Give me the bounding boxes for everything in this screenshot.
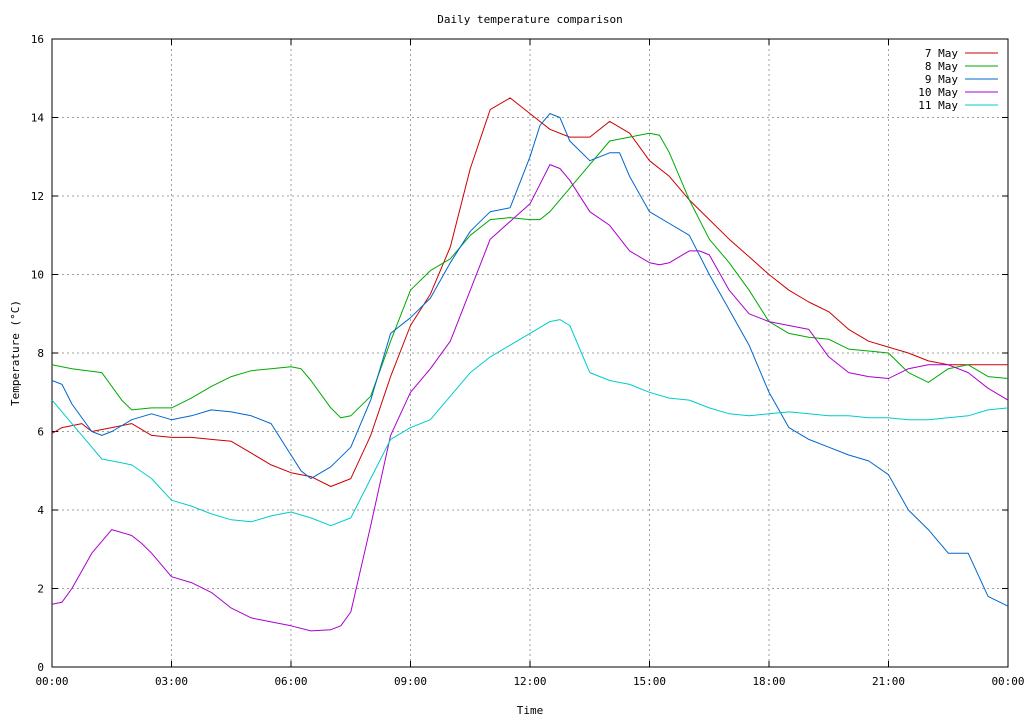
y-tick-label: 10 <box>31 269 44 282</box>
y-tick-label: 2 <box>37 583 44 596</box>
y-tick-label: 16 <box>31 33 44 46</box>
series-line <box>51 97 1008 487</box>
x-tick-label: 00:00 <box>991 675 1024 688</box>
legend-label: 8 May <box>925 60 958 73</box>
x-tick-label: 00:00 <box>35 675 68 688</box>
y-tick-label: 4 <box>37 504 44 517</box>
legend-label: 7 May <box>925 47 958 60</box>
series-line <box>51 113 1009 607</box>
x-tick-label: 09:00 <box>394 675 427 688</box>
series-line <box>51 319 1009 527</box>
y-tick-label: 12 <box>31 190 44 203</box>
x-tick-label: 18:00 <box>752 675 785 688</box>
x-tick-label: 03:00 <box>155 675 188 688</box>
x-axis-label: Time <box>517 704 544 717</box>
series-lines <box>51 97 1009 632</box>
legend-label: 11 May <box>918 99 958 112</box>
legend-label: 10 May <box>918 86 958 99</box>
legend-label: 9 May <box>925 73 958 86</box>
y-axis-label: Temperature (°C) <box>9 300 22 406</box>
axes: 00:00 03:00 06:00 09:00 12:00 15:00 18:00 21:00… <box>31 33 1024 688</box>
x-tick-label: 21:00 <box>872 675 905 688</box>
plot-frame <box>51 38 1009 668</box>
y-tick-label: 14 <box>31 112 45 125</box>
series-line <box>51 164 1009 632</box>
y-tick-label: 6 <box>37 426 44 439</box>
chart-title: Daily temperature comparison <box>437 13 622 26</box>
x-tick-label: 15:00 <box>633 675 666 688</box>
y-tick-label: 8 <box>37 347 44 360</box>
x-tick-label: 12:00 <box>513 675 546 688</box>
x-tick-label: 06:00 <box>274 675 307 688</box>
y-tick-label: 0 <box>37 661 44 674</box>
grid-lines <box>52 39 1008 667</box>
series-line <box>51 132 1009 419</box>
